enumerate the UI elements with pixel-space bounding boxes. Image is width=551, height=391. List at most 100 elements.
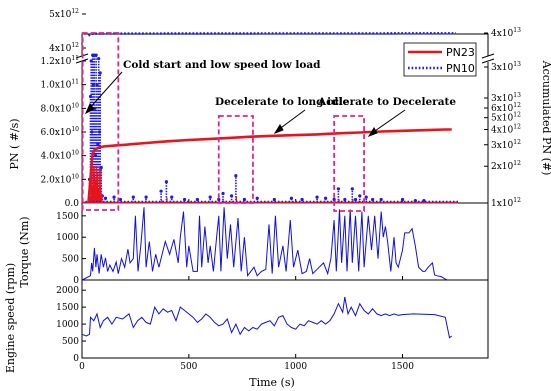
pn10-spike-point bbox=[229, 194, 234, 198]
pn10-spike-point bbox=[131, 195, 135, 199]
right-tick-label: 3x1013 bbox=[491, 61, 521, 73]
legend: PN23 PN10 bbox=[403, 42, 477, 77]
tick-labels: 0.0 2.0x1010 4.0x1010 6.0x1010 8.0x1010 1.0x1… bbox=[41, 8, 522, 372]
highlight-boxes bbox=[81, 32, 365, 212]
x-tick-label: 500 bbox=[180, 362, 197, 372]
panel-frames bbox=[75, 33, 495, 359]
pn10-spike-point bbox=[221, 191, 225, 196]
right-upper-tick-label: 4x1013 bbox=[491, 27, 521, 39]
x-axis-label-time: Time (s) bbox=[249, 376, 295, 389]
pn10-spike-point bbox=[93, 154, 98, 158]
speed-tick-label: 1500 bbox=[56, 303, 79, 313]
pn10-spike-point bbox=[112, 195, 116, 199]
left-tick-label: 1.0x1011 bbox=[41, 79, 79, 91]
axis-break-mark-right bbox=[481, 53, 495, 59]
x-tick-label: 0 bbox=[79, 362, 85, 372]
y2-axis-label-accumulated: Accumulated PN (#) bbox=[540, 60, 551, 176]
series-engine-speed bbox=[81, 296, 453, 339]
pn10-spike-point bbox=[350, 187, 354, 191]
right-tick-label: 3x1013 bbox=[491, 92, 521, 104]
right-tick-label: 5x1012 bbox=[491, 112, 521, 124]
left-tick-label: 6.0x1010 bbox=[41, 126, 80, 138]
axis-break-gap-left bbox=[76, 56, 88, 62]
right-tick-label: 3x1012 bbox=[491, 139, 521, 151]
left-tick-label: 8.0x1010 bbox=[41, 102, 80, 114]
pn10-spike-point bbox=[88, 94, 93, 99]
pn10-spike-point bbox=[371, 197, 375, 202]
torque-tick-label: 0 bbox=[73, 276, 79, 286]
annotation-arrows bbox=[84, 71, 406, 137]
torque-tick-label: 1000 bbox=[56, 233, 79, 243]
pn10-spike-point bbox=[353, 197, 358, 202]
pn10-spike-point bbox=[255, 196, 259, 200]
pn10-spike-point bbox=[95, 83, 99, 87]
pn10-spike-point bbox=[118, 197, 123, 202]
pn10-spike-point bbox=[159, 189, 163, 193]
pn10-spike-point bbox=[400, 197, 405, 202]
annotation-decelerate-idle: Decelerate to long idle bbox=[215, 96, 350, 108]
annotation-cold-start: Cold start and low speed low load bbox=[123, 59, 321, 71]
speed-tick-label: 1000 bbox=[56, 320, 79, 330]
torque-tick-label: 1500 bbox=[56, 212, 79, 222]
speed-tick-label: 2000 bbox=[56, 286, 79, 296]
y-axis-label-pn: PN ( #/s) bbox=[8, 118, 21, 169]
pn10-spike-point bbox=[89, 59, 93, 63]
pn10-spike-point bbox=[195, 197, 199, 202]
pn10-spike-point bbox=[379, 197, 383, 202]
pn10-spike-point bbox=[182, 197, 187, 202]
axis-break-gap-right bbox=[482, 56, 494, 62]
series-torque bbox=[81, 207, 448, 281]
highlight-box-1 bbox=[81, 32, 120, 211]
pn10-spike-point bbox=[332, 197, 336, 202]
right-tick-label: 1x1012 bbox=[491, 197, 521, 209]
legend-label-pn23: PN23 bbox=[446, 46, 475, 59]
torque-tick-label: 500 bbox=[62, 255, 79, 265]
pn10-spike-point bbox=[343, 197, 347, 202]
pn10-spike-point bbox=[103, 196, 108, 200]
pn10-spike-point bbox=[324, 196, 328, 200]
right-tick-label: 2x1012 bbox=[491, 160, 521, 172]
pn10-spike-point bbox=[300, 197, 304, 202]
pn10-spike-point bbox=[98, 71, 102, 75]
y-axis-label-torque: Torque (Nm) bbox=[18, 216, 31, 287]
series-lines bbox=[81, 32, 459, 339]
plot-frame bbox=[81, 33, 489, 359]
pn10-spike-point bbox=[91, 83, 95, 87]
axis-break-mark-right bbox=[481, 58, 495, 64]
pn10-spike-point bbox=[208, 195, 212, 199]
x-tick-label: 1500 bbox=[391, 362, 414, 372]
series-pn23-accumulated bbox=[87, 128, 452, 204]
pn10-spike-point bbox=[272, 197, 276, 202]
highlight-box-2 bbox=[217, 115, 254, 204]
pn10-spike-point bbox=[164, 180, 169, 184]
pn10-spike-point bbox=[170, 195, 174, 199]
left-tick-label: 4.0x1010 bbox=[41, 150, 80, 162]
pn10-spike-point bbox=[217, 197, 221, 202]
pn10-spike-point bbox=[315, 195, 319, 199]
y-axis-label-speed: Engine speed (rpm) bbox=[4, 263, 17, 373]
pn10-spike-point bbox=[99, 165, 103, 170]
pn10-spike-point bbox=[90, 130, 94, 134]
pn10-spike-point bbox=[364, 195, 368, 199]
x-tick-label: 1000 bbox=[284, 362, 307, 372]
legend-label-pn10: PN10 bbox=[446, 62, 475, 75]
pn10-spike-point bbox=[358, 194, 362, 198]
pn10-spike-point bbox=[144, 195, 148, 199]
pn10-spike-point bbox=[94, 53, 98, 57]
pn10-spike-point bbox=[97, 130, 102, 134]
left-tick-label: 2.0x1010 bbox=[41, 173, 80, 185]
annotation-accelerate-decelerate: Acclerate to Decelerate bbox=[317, 96, 456, 108]
right-tick-label: 4x1012 bbox=[491, 123, 521, 135]
left-tick-label: 0.0 bbox=[65, 199, 80, 209]
pn10-spike-point bbox=[422, 199, 426, 203]
pn10-spike-point bbox=[289, 196, 294, 200]
right-tick-label: 6x1012 bbox=[491, 102, 521, 114]
pn10-spike-point bbox=[242, 197, 246, 202]
pn10-spike-point bbox=[96, 142, 100, 146]
left-upper-tick-label: 4x1012 bbox=[49, 42, 79, 54]
left-tick-label: 1.2x1011 bbox=[41, 55, 79, 67]
pn10-spike-point bbox=[234, 174, 238, 178]
speed-tick-label: 0 bbox=[73, 354, 79, 364]
left-upper-tick-label: 5x1012 bbox=[49, 8, 79, 20]
